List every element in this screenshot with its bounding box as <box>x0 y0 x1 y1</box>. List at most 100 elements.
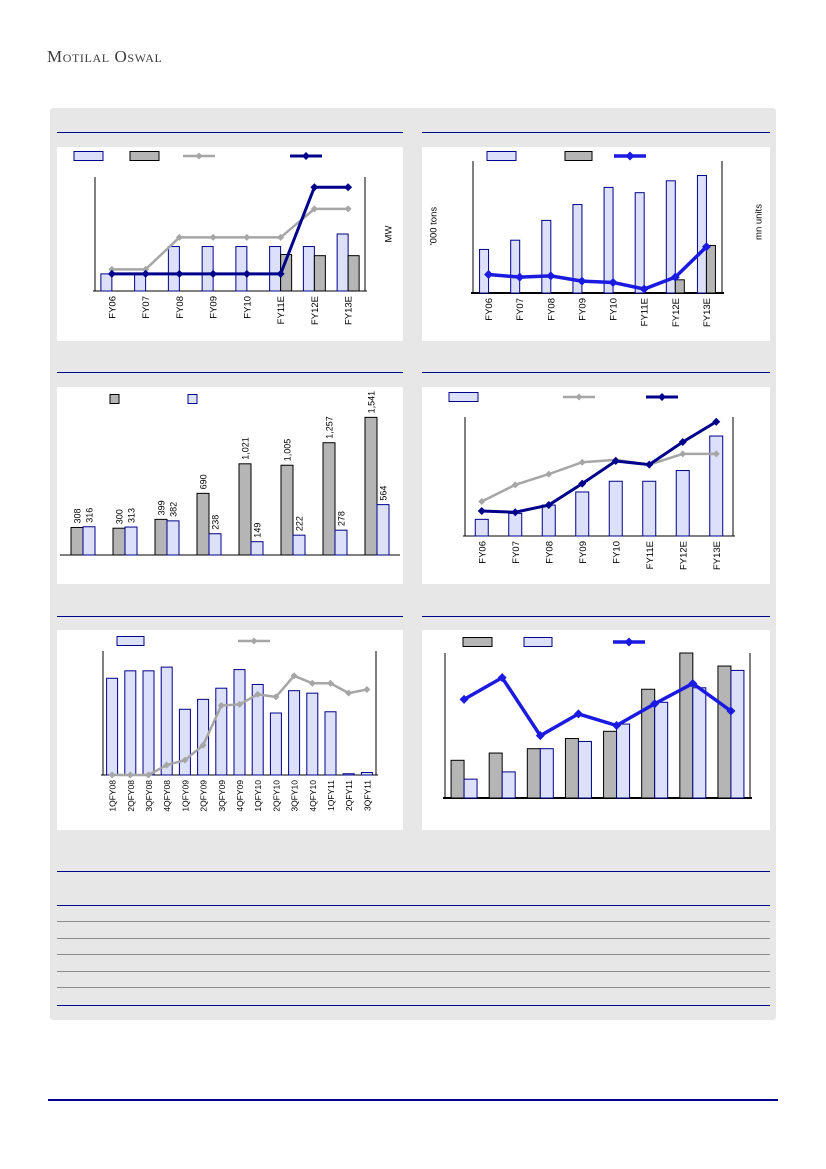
section-title-rule <box>422 132 770 133</box>
legend <box>109 394 198 404</box>
svg-text:FY07: FY07 <box>511 541 522 564</box>
line-series-navy <box>477 417 721 517</box>
category-labels: FY06 FY07 FY08 FY09 FY10 FY11E FY12E FY13E <box>107 296 354 325</box>
grouped-bar-line-chart <box>443 637 752 799</box>
chart-panel-growth-combo: FY06 FY07 FY08 FY09 FY10 FY11E FY12E FY13E <box>422 387 770 584</box>
section-title-rule <box>57 372 403 373</box>
svg-text:4QFY10: 4QFY10 <box>308 780 318 812</box>
svg-text:1QFY08: 1QFY08 <box>108 780 118 812</box>
bar-series-light: 316 313 382 238 149 222 278 564 <box>82 486 390 556</box>
svg-text:FY13E: FY13E <box>712 541 723 570</box>
svg-text:3QFY08: 3QFY08 <box>144 780 154 812</box>
brand-logo: Motilal Oswal <box>47 47 163 66</box>
svg-text:1,005: 1,005 <box>283 439 293 462</box>
chart-panel-grouped-bar-line <box>422 630 770 830</box>
svg-text:FY06: FY06 <box>484 298 495 321</box>
legend <box>73 151 322 161</box>
bar-series-light <box>463 669 745 799</box>
bar-series-gray: 308 300 399 690 1,021 1,005 1,257 1,541 <box>70 391 378 556</box>
charts-and-table-region: FY06 FY07 FY08 FY09 FY10 FY11E FY12E FY13E MW F… <box>50 108 776 1020</box>
svg-text:FY10: FY10 <box>609 298 620 321</box>
svg-text:FY08: FY08 <box>544 541 555 564</box>
chart-panel-tons-units: FY06 FY07 FY08 FY09 FY10 FY11E FY12E FY13E '000… <box>422 147 770 341</box>
svg-text:FY13E: FY13E <box>344 296 355 325</box>
table-bottom-rule <box>57 1005 770 1006</box>
svg-text:149: 149 <box>253 523 263 538</box>
legend <box>462 637 645 647</box>
chart-panel-labeled-bars: 308 300 399 690 1,021 1,005 1,257 1,541 316 313 38… <box>57 387 403 584</box>
axis-unit-label: mn units <box>753 204 765 240</box>
svg-text:FY07: FY07 <box>515 298 526 321</box>
table-row-rule <box>57 987 770 988</box>
chart-panel-capacity: FY06 FY07 FY08 FY09 FY10 FY11E FY12E FY13E MW <box>57 147 403 341</box>
axes <box>471 161 724 294</box>
legend <box>486 151 646 161</box>
svg-text:1,021: 1,021 <box>241 437 251 460</box>
legend <box>116 636 270 646</box>
svg-text:1,541: 1,541 <box>367 391 377 414</box>
svg-text:2QFY10: 2QFY10 <box>271 780 281 812</box>
growth-combo-chart: FY06 FY07 FY08 FY09 FY10 FY11E FY12E FY13E <box>448 392 735 570</box>
section-title-rule <box>57 616 403 617</box>
svg-text:3QFY09: 3QFY09 <box>217 780 227 812</box>
category-labels: FY06 FY07 FY08 FY09 FY10 FY11E FY12E FY13E <box>484 298 713 327</box>
bar-series-light <box>100 233 349 292</box>
svg-text:1QFY11: 1QFY11 <box>326 780 336 811</box>
bar-series-light <box>106 666 373 776</box>
axis-unit-label: MW <box>383 225 395 243</box>
footer-rule <box>48 1099 778 1101</box>
capacity-chart: FY06 FY07 FY08 FY09 FY10 FY11E FY12E FY13E <box>73 151 367 325</box>
svg-text:300: 300 <box>115 509 125 524</box>
svg-text:4QFY08: 4QFY08 <box>162 780 172 812</box>
svg-text:FY09: FY09 <box>209 296 220 319</box>
svg-text:1QFY10: 1QFY10 <box>253 780 263 812</box>
svg-text:FY10: FY10 <box>242 296 253 319</box>
svg-text:690: 690 <box>199 474 209 489</box>
line-series-gray <box>108 205 352 273</box>
svg-text:4QFY09: 4QFY09 <box>235 780 245 812</box>
bar-series-gray <box>280 254 360 292</box>
axis-unit-label: '000 tons <box>428 206 440 246</box>
svg-text:FY06: FY06 <box>477 541 488 564</box>
svg-text:FY09: FY09 <box>578 541 589 564</box>
table-header-rule <box>57 905 770 906</box>
svg-text:FY06: FY06 <box>107 296 118 319</box>
svg-text:FY12E: FY12E <box>678 541 689 570</box>
svg-text:222: 222 <box>295 516 305 531</box>
svg-text:382: 382 <box>169 502 179 517</box>
svg-text:1QFY09: 1QFY09 <box>180 780 190 812</box>
table-row-rule <box>57 921 770 922</box>
table-row-rule <box>57 938 770 939</box>
svg-text:FY11E: FY11E <box>276 296 287 324</box>
table-row-rule <box>57 971 770 972</box>
svg-text:FY08: FY08 <box>175 296 186 319</box>
legend <box>448 392 678 402</box>
svg-text:399: 399 <box>157 500 167 515</box>
labeled-grouped-bar-chart: 308 300 399 690 1,021 1,005 1,257 1,541 316 313 38… <box>60 391 400 556</box>
svg-text:FY10: FY10 <box>611 541 622 564</box>
svg-text:FY12E: FY12E <box>671 298 682 327</box>
svg-text:313: 313 <box>127 508 137 523</box>
svg-text:3QFY10: 3QFY10 <box>290 780 300 812</box>
bar-series-light <box>474 435 724 537</box>
chart-panel-quarterly: 1QFY08 2QFY08 3QFY08 4QFY08 1QFY09 2QFY09 3QFY… <box>57 630 403 830</box>
svg-text:FY13E: FY13E <box>702 298 713 327</box>
svg-text:FY11E: FY11E <box>645 541 656 569</box>
table-row-rule <box>57 954 770 955</box>
svg-text:308: 308 <box>73 508 83 523</box>
table-title-rule <box>57 871 770 872</box>
svg-text:2QFY11: 2QFY11 <box>344 780 354 811</box>
svg-text:2QFY08: 2QFY08 <box>126 780 136 812</box>
line-series-gray <box>108 672 371 779</box>
svg-text:2QFY09: 2QFY09 <box>199 780 209 812</box>
svg-text:1,257: 1,257 <box>325 416 335 439</box>
svg-text:FY08: FY08 <box>546 298 557 321</box>
svg-text:278: 278 <box>337 511 347 526</box>
svg-text:3QFY11: 3QFY11 <box>362 780 372 811</box>
section-title-rule <box>57 132 403 133</box>
section-title-rule <box>422 616 770 617</box>
bar-series-light <box>479 175 707 294</box>
quarterly-chart: 1QFY08 2QFY08 3QFY08 4QFY08 1QFY09 2QFY09 3QFY… <box>101 636 378 812</box>
bar-series-gray <box>674 244 716 294</box>
